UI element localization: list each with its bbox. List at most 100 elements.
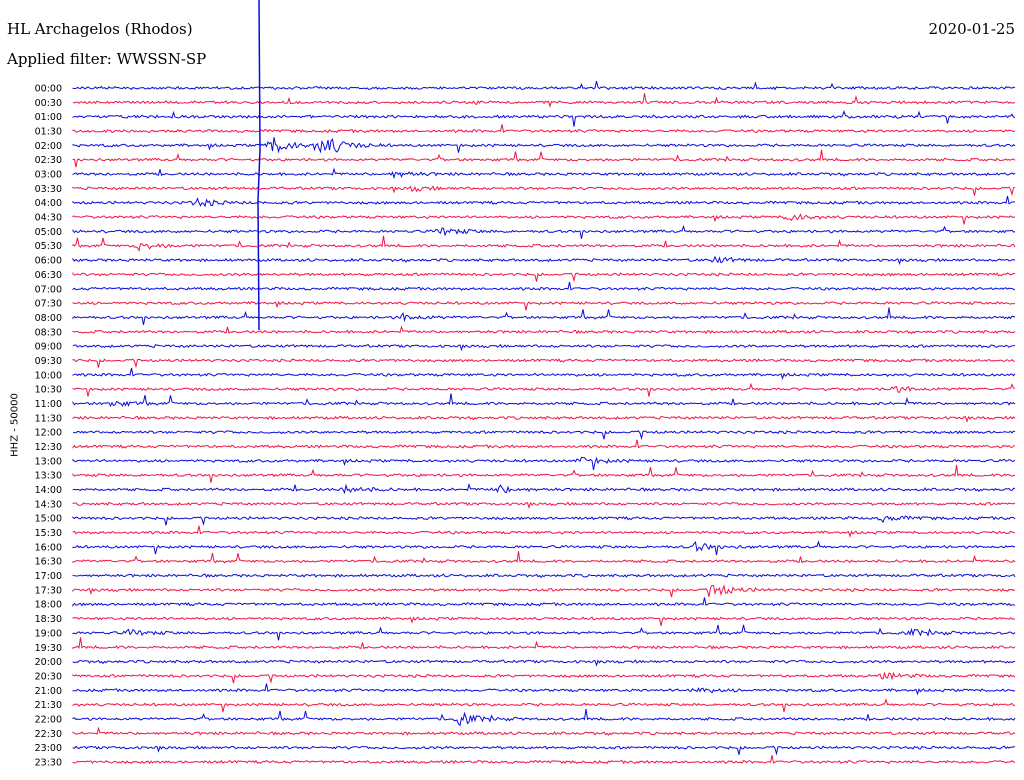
trace-line	[72, 755, 1016, 765]
trace-line	[72, 235, 1016, 252]
trace-line	[72, 525, 1016, 538]
time-label: 17:30	[35, 585, 62, 596]
trace-line	[72, 358, 1016, 369]
trace-line	[72, 616, 1016, 627]
time-label: 20:00	[35, 657, 62, 668]
trace-line	[72, 185, 1016, 197]
trace-line	[72, 708, 1016, 727]
trace-line	[72, 195, 1016, 208]
time-label: 21:30	[35, 700, 62, 711]
time-label: 04:30	[35, 213, 62, 224]
time-label: 01:30	[35, 127, 62, 138]
time-label: 03:30	[35, 184, 62, 195]
trace-line	[72, 482, 1016, 495]
time-label: 11:30	[35, 413, 62, 424]
trace-line	[72, 124, 1016, 134]
time-label: 07:30	[35, 299, 62, 310]
time-label: 11:00	[35, 399, 62, 410]
time-label: 00:00	[35, 84, 62, 95]
time-label: 03:00	[35, 170, 62, 181]
filter-subtitle: Applied filter: WWSSN-SP	[7, 50, 207, 68]
trace-line	[72, 255, 1016, 266]
time-label: 18:00	[35, 600, 62, 611]
trace-line	[72, 659, 1016, 667]
time-label: 14:00	[35, 485, 62, 496]
time-label: 05:30	[35, 241, 62, 252]
trace-line	[72, 430, 1016, 441]
trace-line	[72, 465, 1016, 483]
trace-line	[72, 597, 1016, 607]
time-label: 04:00	[35, 198, 62, 209]
trace-line	[72, 224, 1016, 239]
time-label: 10:00	[35, 370, 62, 381]
time-label: 08:30	[35, 327, 62, 338]
trace-line	[72, 149, 1016, 168]
time-label: 09:30	[35, 356, 62, 367]
time-label: 10:30	[35, 385, 62, 396]
time-label: 22:30	[35, 729, 62, 740]
trace-line	[72, 367, 1016, 380]
trace-line	[72, 281, 1016, 291]
time-label: 15:30	[35, 528, 62, 539]
trace-line	[72, 540, 1016, 556]
time-label: 21:00	[35, 686, 62, 697]
time-label: 18:30	[35, 614, 62, 625]
trace-line	[72, 551, 1016, 564]
trace-line	[72, 698, 1016, 713]
trace-line	[72, 515, 1016, 527]
trace-line	[72, 683, 1016, 696]
trace-line	[72, 671, 1016, 684]
time-label: 12:00	[35, 428, 62, 439]
trace-line	[72, 109, 1016, 127]
time-label: 16:30	[35, 557, 62, 568]
trace-line	[72, 584, 1016, 598]
event-spike	[257, 0, 261, 331]
trace-line	[72, 343, 1016, 352]
trace-line	[72, 300, 1016, 311]
trace-line	[72, 137, 1016, 154]
time-label: 19:00	[35, 628, 62, 639]
trace-line	[72, 456, 1016, 470]
time-label: 20:30	[35, 671, 62, 682]
trace-line	[72, 213, 1016, 225]
time-label: 06:30	[35, 270, 62, 281]
time-label: 06:00	[35, 256, 62, 267]
station-title: HL Archagelos (Rhodos)	[7, 20, 193, 38]
time-label: 16:00	[35, 542, 62, 553]
time-label: 08:00	[35, 313, 62, 324]
trace-line	[72, 80, 1016, 91]
trace-line	[72, 726, 1016, 736]
time-label: 13:00	[35, 456, 62, 467]
trace-line	[72, 624, 1016, 641]
time-label: 19:30	[35, 643, 62, 654]
trace-line	[72, 393, 1016, 408]
time-label: 23:30	[35, 757, 62, 768]
time-label: 09:00	[35, 342, 62, 353]
time-label: 17:00	[35, 571, 62, 582]
trace-line	[72, 637, 1016, 650]
trace-line	[72, 307, 1016, 325]
time-label: 00:30	[35, 98, 62, 109]
trace-line	[72, 501, 1016, 509]
trace-line	[72, 382, 1016, 397]
trace-line	[72, 325, 1016, 335]
time-label: 07:00	[35, 284, 62, 295]
trace-line	[72, 93, 1016, 108]
trace-line	[72, 439, 1016, 449]
time-label: 01:00	[35, 112, 62, 123]
trace-line	[72, 167, 1016, 180]
time-label: 23:00	[35, 743, 62, 754]
time-label: 14:30	[35, 499, 62, 510]
time-label: 02:00	[35, 141, 62, 152]
trace-line	[72, 573, 1016, 579]
time-label: 12:30	[35, 442, 62, 453]
time-label: 05:00	[35, 227, 62, 238]
trace-line	[72, 415, 1016, 424]
time-label: 22:00	[35, 714, 62, 725]
time-label: 13:30	[35, 471, 62, 482]
trace-line	[72, 272, 1015, 283]
date-label: 2020-01-25	[928, 20, 1015, 38]
trace-line	[72, 745, 1016, 756]
time-label: 15:00	[35, 514, 62, 525]
